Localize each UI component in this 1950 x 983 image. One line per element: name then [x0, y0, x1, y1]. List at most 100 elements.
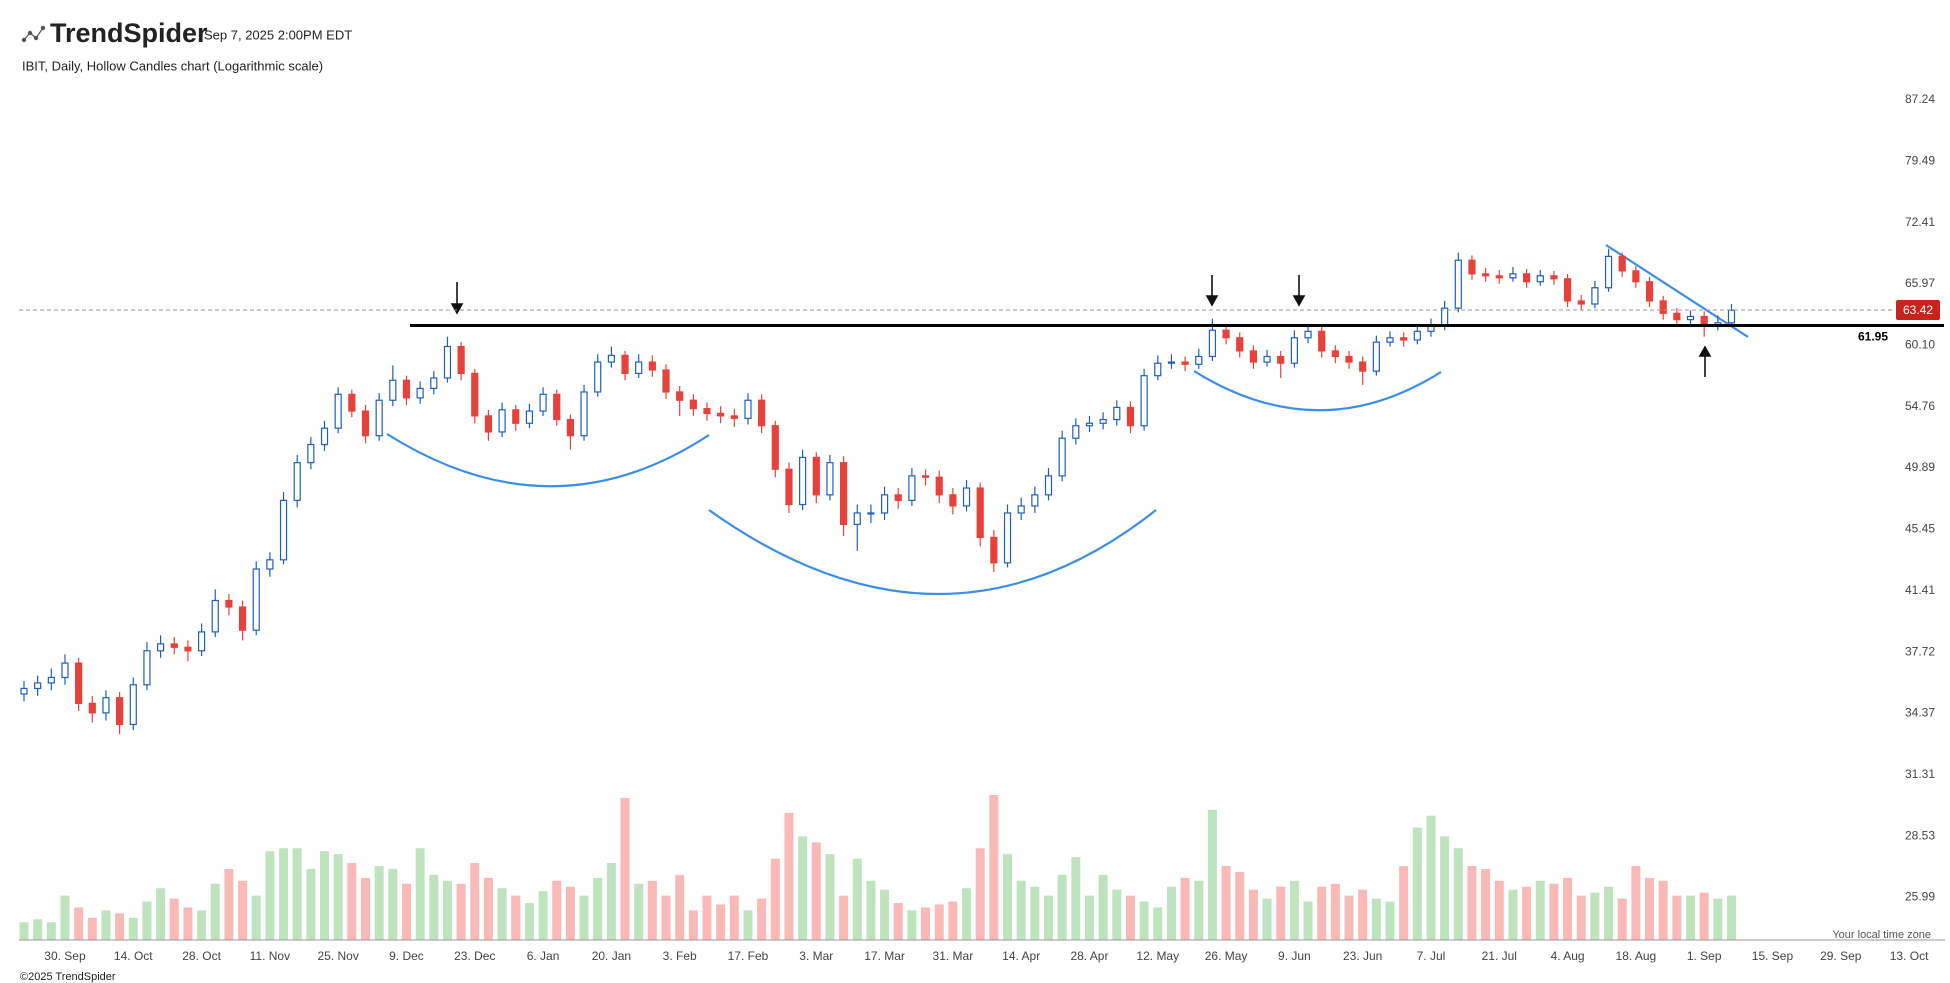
volume-bar	[197, 910, 207, 940]
candle-body	[717, 412, 725, 417]
volume-bar	[1276, 886, 1286, 940]
timestamp: Sep 7, 2025 2:00PM EDT	[204, 27, 352, 42]
volume-bar	[962, 888, 972, 940]
candle-body	[430, 377, 438, 390]
volume-bar	[1522, 886, 1532, 940]
x-tick-label: 17. Mar	[864, 949, 905, 963]
candle-body	[758, 399, 766, 427]
cup-arc	[708, 509, 1157, 595]
candle-body	[826, 462, 834, 496]
y-tick-label: 79.49	[1905, 153, 1935, 167]
candle-body	[320, 427, 329, 446]
candle-body	[1058, 437, 1066, 477]
candle-body	[1249, 350, 1258, 363]
candle-body	[143, 650, 151, 686]
x-tick-label: 28. Apr	[1070, 949, 1108, 963]
volume-bar	[1084, 895, 1094, 940]
volume-bar	[1426, 815, 1436, 940]
arrows	[450, 275, 1712, 377]
volume-bar	[880, 889, 890, 940]
candle-body	[1304, 330, 1312, 339]
candle-body	[61, 662, 69, 679]
volume-bar	[33, 919, 43, 940]
volume-bar	[1658, 880, 1668, 940]
x-tick-label: 3. Mar	[799, 949, 833, 963]
volume-bar	[620, 797, 630, 940]
candle-body	[1563, 278, 1572, 302]
candle-body	[1345, 355, 1353, 363]
y-tick-label: 65.97	[1905, 276, 1935, 290]
volume-bar	[333, 854, 343, 940]
candle-body	[730, 415, 738, 419]
x-tick-label: 25. Nov	[318, 949, 359, 963]
x-tick-label: 13. Oct	[1890, 949, 1929, 963]
volume-bar	[1481, 868, 1491, 940]
candle-body	[484, 415, 493, 433]
volume-bar	[798, 836, 808, 940]
candle-body	[225, 599, 233, 608]
volume-bar	[852, 858, 862, 940]
candle-body	[580, 391, 588, 437]
last-price-badge	[1896, 300, 1940, 321]
x-tick-label: 14. Apr	[1002, 949, 1040, 963]
candle-body	[170, 643, 178, 648]
y-tick-label: 60.10	[1905, 338, 1935, 352]
volume-bar	[1672, 895, 1682, 940]
candle-body	[1509, 273, 1517, 279]
candle-body	[744, 399, 752, 419]
candle-body	[129, 684, 137, 726]
volume-bar	[1303, 901, 1313, 940]
volume-bar	[1576, 895, 1586, 940]
volume-bar	[1221, 866, 1231, 940]
candle-body	[1400, 337, 1408, 341]
candle-body	[908, 475, 916, 501]
y-tick-label: 28.53	[1905, 828, 1935, 842]
candle-body	[635, 361, 643, 375]
x-tick-label: 23. Dec	[454, 949, 495, 963]
candle-body	[689, 399, 697, 410]
candle-body	[1031, 494, 1039, 507]
chart-title: IBIT, Daily, Hollow Candles chart (Logar…	[22, 58, 323, 73]
volume-bar	[565, 886, 575, 940]
y-tick-label: 54.76	[1905, 399, 1935, 413]
logo-icon	[21, 25, 46, 43]
volume-bar	[1180, 877, 1190, 940]
candle-body	[1591, 287, 1599, 305]
volume-bar	[142, 901, 152, 940]
candle-body	[1522, 273, 1531, 283]
candle-body	[1659, 300, 1667, 314]
candle-body	[1686, 315, 1695, 321]
timezone-note: Your local time zone	[1832, 929, 1931, 941]
x-tick-label: 7. Jul	[1417, 949, 1446, 963]
candle-body	[1181, 361, 1189, 365]
volume-bar	[552, 880, 562, 940]
volume-bar	[442, 880, 452, 940]
volume-bar	[388, 868, 398, 940]
y-tick-label: 31.31	[1905, 767, 1935, 781]
candle-body	[1113, 406, 1121, 421]
candle-body	[1126, 406, 1135, 427]
volume-bar	[1166, 886, 1176, 940]
volume-bar	[975, 848, 985, 940]
candle-body	[266, 559, 274, 570]
candle-body	[935, 476, 943, 496]
x-tick-label: 4. Aug	[1551, 949, 1585, 963]
volume-bar	[470, 863, 480, 940]
volume-bar	[415, 848, 425, 940]
candle-body	[1167, 361, 1176, 364]
volume-bar	[811, 842, 821, 940]
candle-body	[389, 379, 397, 401]
volume-bar	[1057, 874, 1067, 940]
x-tick-label: 26. May	[1205, 949, 1248, 963]
candle-body	[607, 354, 615, 363]
volume-layer	[19, 795, 1736, 940]
candle-body	[676, 391, 684, 401]
volume-bar	[1153, 907, 1163, 940]
volume-bar	[265, 851, 275, 940]
volume-bar	[1563, 877, 1573, 940]
candle-body	[157, 643, 165, 652]
volume-bar	[279, 848, 289, 940]
volume-bar	[1549, 883, 1559, 940]
candle-body	[976, 487, 984, 539]
